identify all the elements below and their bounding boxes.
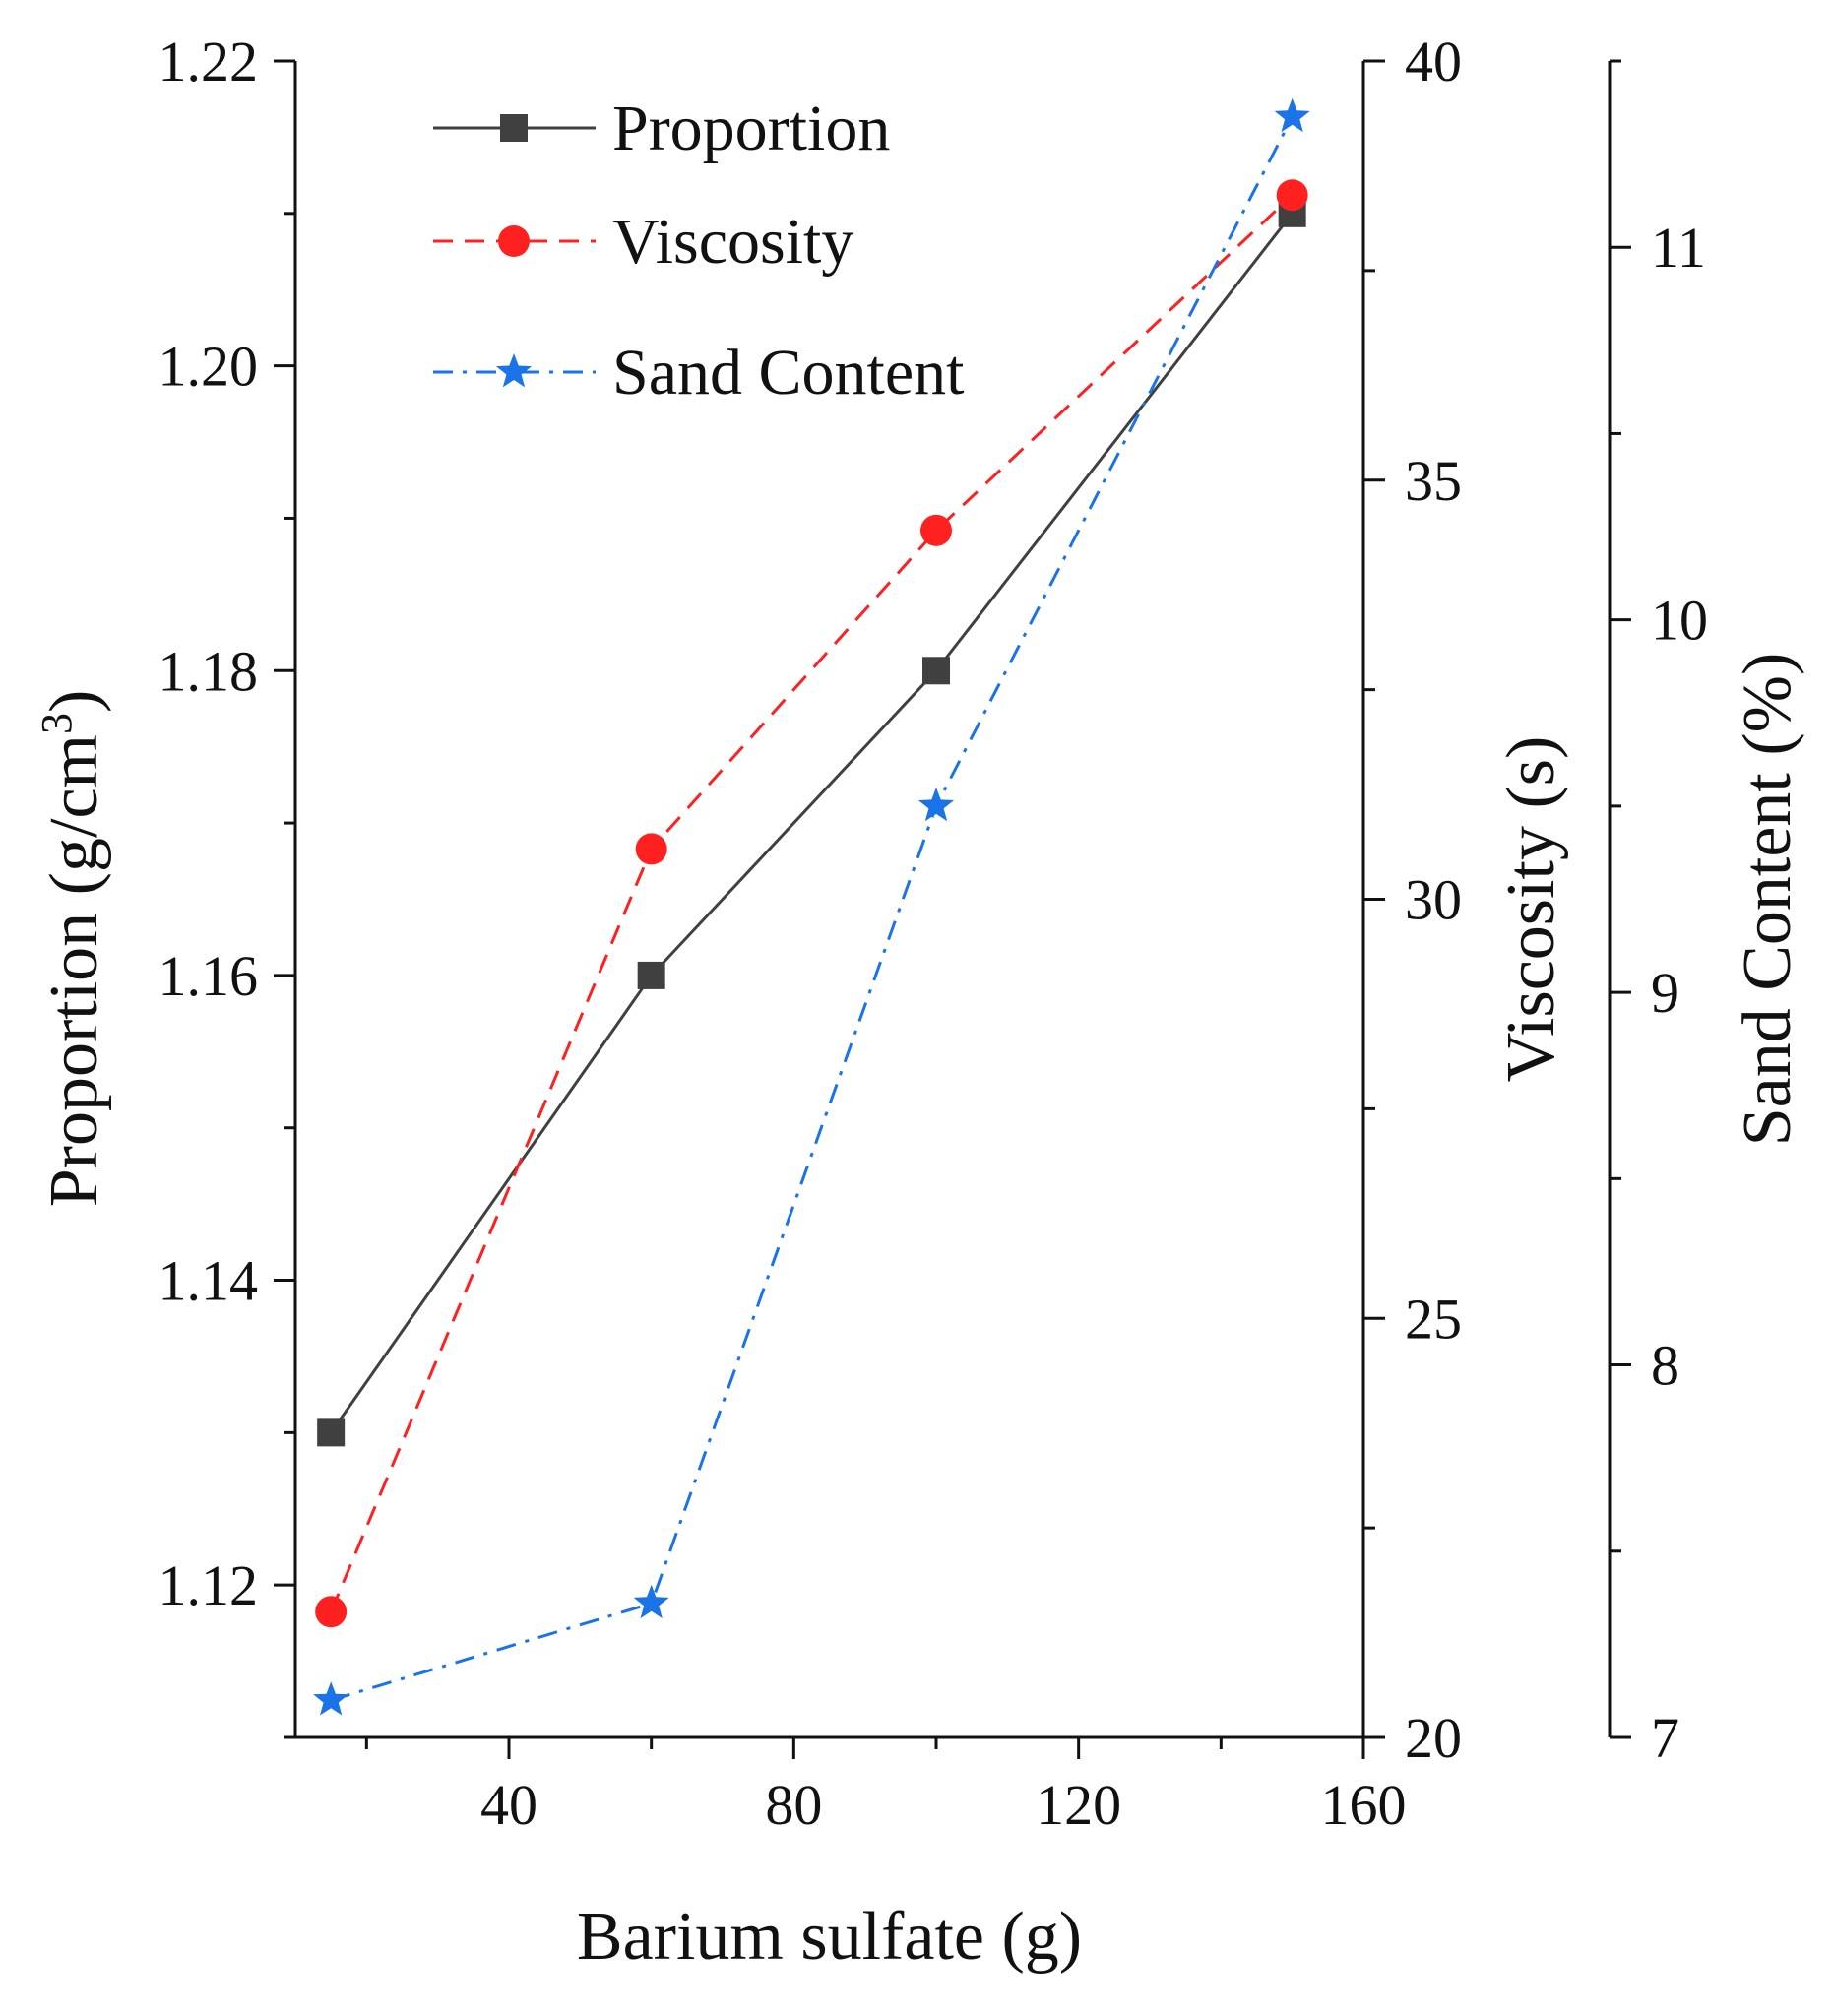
x-axis-title: Barium sulfate (g): [577, 1899, 1082, 1975]
sand-tick-label: 11: [1651, 216, 1706, 280]
axes-layer: 40 80 120 160 Barium sulfate (g) 1.12 1.14 1.16…: [32, 30, 1805, 1975]
legend-viscosity-marker: [498, 225, 530, 257]
sand-tick-label: 10: [1651, 589, 1708, 653]
legend-sand-content-label: Sand Content: [612, 337, 965, 409]
left-axis-title-text: Proportion (g/cm: [36, 734, 112, 1207]
x-tick-label: 160: [1321, 1773, 1407, 1837]
viscosity-axis-title: Viscosity (s): [1493, 736, 1569, 1083]
legend-proportion-marker: [500, 114, 528, 142]
viscosity-tick-label: 30: [1405, 868, 1462, 932]
left-axis-title-close: ): [36, 690, 112, 713]
sand-content-point: [1274, 97, 1310, 133]
left-tick-label: 1.20: [158, 335, 259, 399]
proportion-line: [329, 212, 1294, 1434]
left-tick-label: 1.14: [158, 1249, 259, 1313]
x-tick-label: 80: [765, 1773, 822, 1837]
proportion-point: [637, 961, 665, 989]
left-axis-title-sup: 3: [32, 713, 81, 734]
viscosity-point: [635, 833, 667, 865]
sand-content-point: [633, 1584, 669, 1619]
viscosity-tick-label: 40: [1405, 30, 1462, 94]
viscosity-line: [329, 194, 1294, 1612]
left-tick-label: 1.12: [158, 1553, 259, 1617]
sand-tick-label: 7: [1651, 1706, 1679, 1770]
viscosity-tick-label: 20: [1405, 1706, 1462, 1770]
sand-axis-title: Sand Content (%): [1730, 653, 1805, 1147]
legend: Proportion Viscosity Sand Content: [433, 93, 965, 409]
left-tick-label: 1.16: [158, 944, 259, 1008]
x-tick-label: 120: [1036, 1773, 1121, 1837]
viscosity-tick-label: 25: [1405, 1287, 1462, 1351]
sand-content-point: [917, 787, 955, 822]
legend-sand-content-marker: [495, 353, 533, 388]
viscosity-point: [315, 1596, 348, 1628]
proportion-point: [317, 1418, 346, 1447]
viscosity-tick-label: 35: [1405, 449, 1462, 513]
left-axis-title: Proportion (g/cm3): [32, 690, 112, 1208]
series-layer: [313, 97, 1310, 1716]
sand-content-point: [313, 1681, 349, 1716]
sand-content-line: [330, 116, 1295, 1702]
legend-viscosity-label: Viscosity: [612, 206, 853, 278]
left-tick-label: 1.22: [158, 30, 259, 94]
proportion-point: [922, 657, 950, 685]
legend-proportion-label: Proportion: [612, 93, 890, 164]
left-tick-label: 1.18: [158, 639, 259, 703]
viscosity-point: [1276, 179, 1308, 212]
sand-tick-label: 9: [1651, 961, 1679, 1025]
viscosity-point: [920, 514, 952, 546]
sand-tick-label: 8: [1651, 1334, 1679, 1398]
x-tick-label: 40: [480, 1773, 537, 1837]
